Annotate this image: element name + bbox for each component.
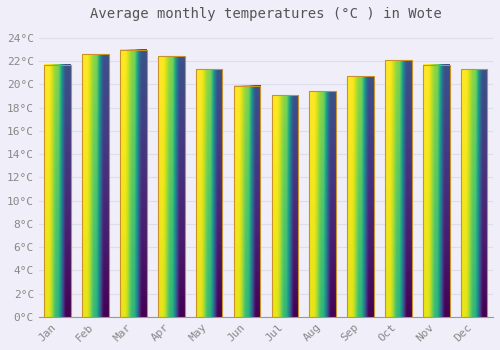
Bar: [82, 54, 109, 317]
Bar: [461, 69, 487, 317]
Bar: [348, 76, 374, 317]
Bar: [385, 60, 411, 317]
Bar: [310, 91, 336, 317]
Bar: [272, 95, 298, 317]
Bar: [234, 85, 260, 317]
Bar: [120, 49, 146, 317]
Bar: [158, 56, 184, 317]
Bar: [423, 65, 450, 317]
Bar: [196, 69, 222, 317]
Title: Average monthly temperatures (°C ) in Wote: Average monthly temperatures (°C ) in Wo…: [90, 7, 442, 21]
Bar: [44, 65, 71, 317]
